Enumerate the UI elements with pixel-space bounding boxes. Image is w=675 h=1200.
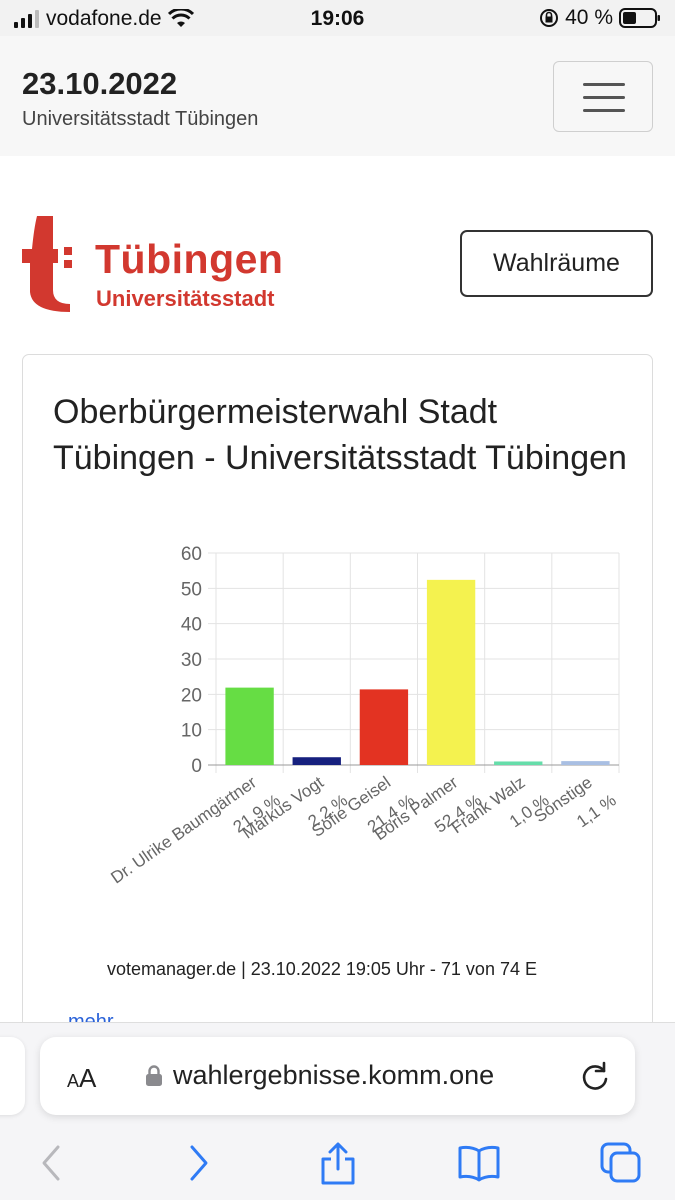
y-tick-label: 0 — [191, 756, 202, 777]
tuebingen-logo[interactable]: Tübingen Universitätsstadt — [20, 214, 310, 314]
site-header: 23.10.2022 Universitätsstadt Tübingen — [0, 36, 675, 156]
y-tick-label: 60 — [181, 544, 202, 565]
bar-4 — [494, 761, 543, 765]
reload-icon[interactable] — [578, 1059, 612, 1093]
bar-1 — [292, 757, 341, 765]
lock-icon — [146, 1065, 162, 1086]
hamburger-line — [583, 109, 625, 112]
status-bar: vodafone.de 19:06 40 % — [0, 0, 675, 36]
hamburger-line — [583, 96, 625, 99]
forward-icon[interactable] — [176, 1141, 220, 1185]
battery-icon — [619, 8, 660, 28]
carrier-info: vodafone.de — [14, 7, 194, 31]
browser-toolbar — [0, 1133, 675, 1193]
signal-icon — [14, 10, 39, 28]
url-text: wahlergebnisse.komm.one — [173, 1060, 495, 1090]
bar-2 — [359, 689, 409, 765]
menu-toggle-button[interactable] — [553, 61, 653, 132]
share-icon[interactable] — [316, 1141, 360, 1185]
battery-percent: 40 % — [565, 6, 613, 29]
card-title: Oberbürgermeisterwahl Stadt Tübingen - U… — [53, 393, 627, 477]
bar-3 — [426, 579, 476, 765]
previous-tab-preview[interactable] — [0, 1037, 25, 1115]
y-tick-label: 50 — [181, 579, 202, 600]
logo-wordmark: Tübingen — [95, 236, 284, 282]
bar-0 — [225, 687, 274, 765]
result-card: Oberbürgermeisterwahl Stadt Tübingen - U… — [22, 354, 653, 1074]
address-bar[interactable]: AA wahlergebnisse.komm.one — [40, 1037, 635, 1115]
header-subtitle: Universitätsstadt Tübingen — [22, 108, 259, 130]
wifi-icon — [167, 9, 194, 27]
hamburger-line — [583, 83, 625, 86]
source-line: votemanager.de | 23.10.2022 19:05 Uhr - … — [107, 959, 537, 979]
reader-settings-button[interactable]: AA — [67, 1063, 97, 1093]
bookmarks-icon[interactable] — [457, 1141, 501, 1185]
clock: 19:06 — [310, 7, 365, 30]
logo-subtitle: Universitätsstadt — [96, 286, 275, 311]
tabs-icon[interactable] — [599, 1141, 643, 1185]
rotation-lock-icon — [540, 9, 559, 27]
logo-t-icon — [22, 216, 72, 312]
header-date: 23.10.2022 — [22, 66, 178, 101]
wahlraeume-button[interactable]: Wahlräume — [460, 230, 653, 297]
status-right: 40 % — [539, 6, 661, 30]
y-tick-label: 10 — [181, 721, 202, 742]
y-tick-label: 20 — [181, 685, 202, 706]
y-tick-label: 40 — [181, 615, 202, 636]
browser-bottom-bar: AA wahlergebnisse.komm.one — [0, 1022, 675, 1200]
y-tick-label: 30 — [181, 650, 202, 671]
carrier-name: vodafone.de — [46, 7, 162, 30]
back-icon[interactable] — [30, 1141, 74, 1185]
bar-5 — [561, 761, 610, 765]
